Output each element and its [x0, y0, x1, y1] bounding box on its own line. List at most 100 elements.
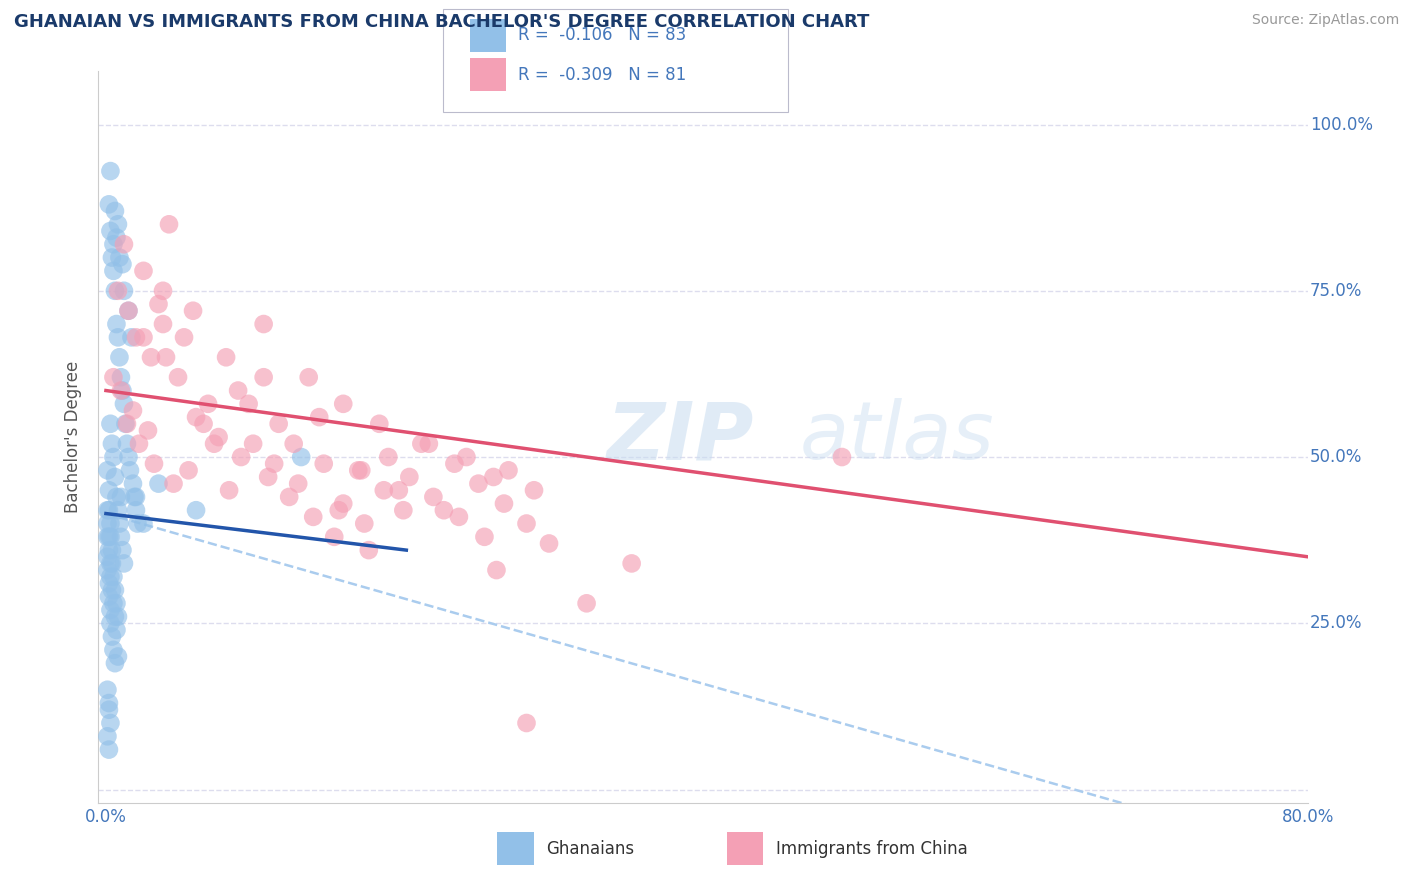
Point [97, 696, 120, 710]
Point [298, 370, 321, 384]
Point [96, 516, 118, 531]
Point [121, 330, 143, 344]
Point [97, 503, 120, 517]
Point [498, 463, 520, 477]
Point [202, 436, 225, 450]
Point [105, 623, 128, 637]
Text: Ghanaians: Ghanaians [546, 840, 634, 858]
Bar [727, 832, 763, 865]
Point [148, 476, 170, 491]
Point [368, 417, 391, 431]
Point [302, 509, 325, 524]
Point [482, 470, 505, 484]
Point [100, 224, 122, 238]
Point [136, 424, 159, 438]
Point [105, 317, 128, 331]
Point [125, 490, 148, 504]
Point [96, 503, 118, 517]
Point [103, 370, 125, 384]
Point [143, 457, 166, 471]
Point [107, 609, 129, 624]
Point [117, 303, 139, 318]
Point [350, 463, 373, 477]
Point [411, 436, 433, 450]
Point [287, 476, 309, 491]
Point [100, 164, 122, 178]
Point [443, 457, 465, 471]
Point [97, 197, 120, 211]
Y-axis label: Bachelor's Degree: Bachelor's Degree [65, 361, 83, 513]
Point [103, 643, 125, 657]
Point [267, 417, 290, 431]
Point [112, 284, 135, 298]
Point [308, 410, 330, 425]
Point [831, 450, 853, 464]
Point [485, 563, 508, 577]
Text: 100.0%: 100.0% [1310, 116, 1374, 134]
Text: Immigrants from China: Immigrants from China [776, 840, 967, 858]
Point [122, 476, 145, 491]
Point [100, 417, 122, 431]
Point [392, 503, 415, 517]
Point [103, 264, 125, 278]
Point [128, 436, 150, 450]
Point [97, 590, 120, 604]
Point [575, 596, 598, 610]
Point [101, 251, 124, 265]
Point [100, 516, 122, 531]
Point [433, 503, 456, 517]
Point [101, 543, 124, 558]
Point [139, 351, 162, 365]
Point [132, 516, 155, 531]
Point [96, 563, 118, 577]
Point [115, 436, 138, 450]
Point [104, 470, 127, 484]
Bar [470, 19, 506, 52]
Point [96, 682, 118, 697]
Text: 75.0%: 75.0% [1310, 282, 1362, 300]
Point [127, 516, 149, 531]
Point [467, 476, 489, 491]
Point [107, 284, 129, 298]
Point [242, 436, 264, 450]
Point [229, 450, 252, 464]
Point [110, 370, 132, 384]
Point [253, 317, 276, 331]
Point [620, 557, 643, 571]
Point [253, 370, 276, 384]
Point [122, 403, 145, 417]
Point [96, 530, 118, 544]
Point [263, 457, 285, 471]
Point [347, 463, 370, 477]
Text: GHANAIAN VS IMMIGRANTS FROM CHINA BACHELOR'S DEGREE CORRELATION CHART: GHANAIAN VS IMMIGRANTS FROM CHINA BACHEL… [14, 13, 869, 31]
Point [117, 303, 139, 318]
Point [447, 509, 470, 524]
Point [515, 716, 537, 731]
Point [101, 436, 124, 450]
Point [97, 543, 120, 558]
Point [100, 716, 122, 731]
Point [193, 417, 215, 431]
Point [110, 490, 132, 504]
Point [373, 483, 395, 498]
Point [492, 497, 515, 511]
Point [107, 330, 129, 344]
Point [197, 397, 219, 411]
Point [97, 483, 120, 498]
Point [398, 470, 420, 484]
Text: R =  -0.106   N = 83: R = -0.106 N = 83 [517, 26, 686, 44]
Point [353, 516, 375, 531]
Point [104, 284, 127, 298]
Point [105, 490, 128, 504]
Point [97, 703, 120, 717]
Point [111, 543, 134, 558]
Point [104, 582, 127, 597]
Point [100, 616, 122, 631]
Point [103, 596, 125, 610]
Point [152, 317, 174, 331]
Point [226, 384, 249, 398]
Bar [470, 58, 506, 91]
Point [474, 530, 496, 544]
Point [290, 450, 312, 464]
Point [107, 503, 129, 517]
